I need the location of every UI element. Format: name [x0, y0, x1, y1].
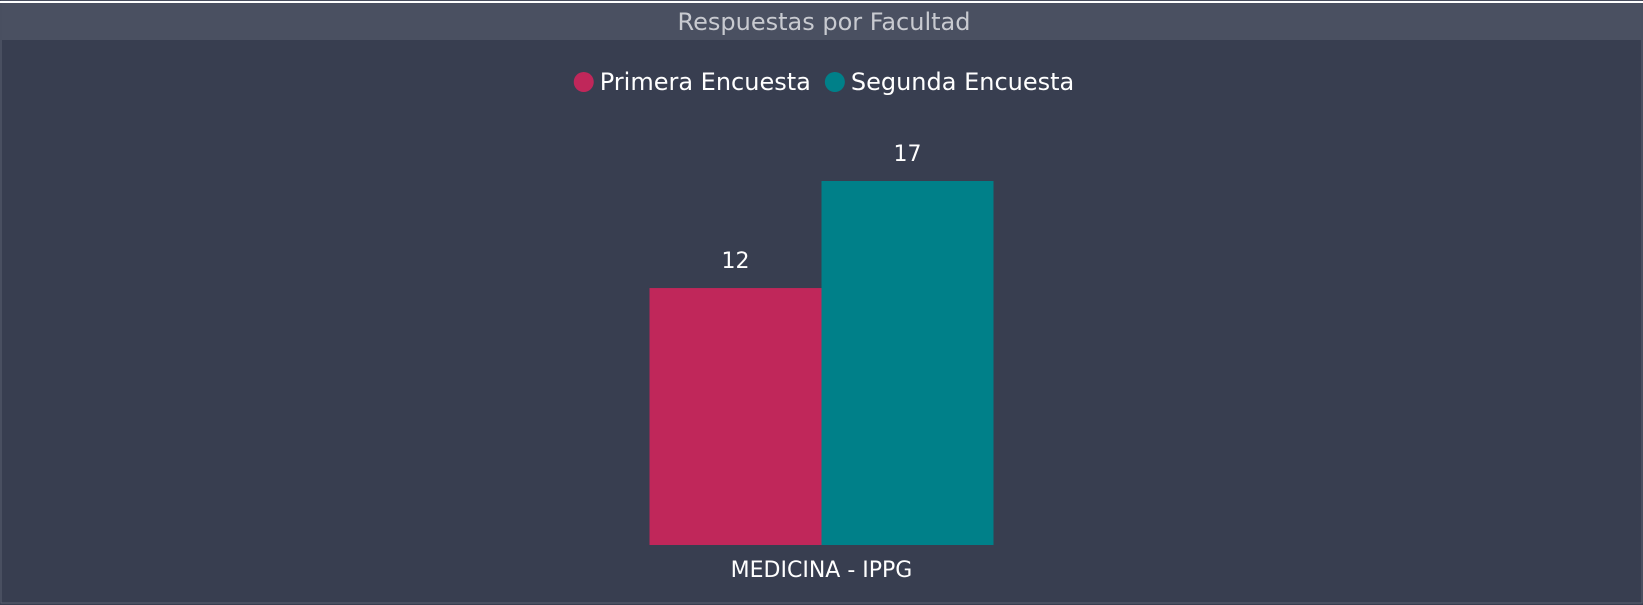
- legend-label: Segunda Encuesta: [851, 68, 1074, 96]
- data-label: 17: [894, 142, 922, 167]
- bar: [821, 181, 994, 545]
- x-tick-label: MEDICINA - IPPG: [731, 558, 913, 583]
- legend-item: Primera Encuesta: [573, 68, 811, 96]
- chart-title: Respuestas por Facultad: [678, 8, 971, 36]
- legend-swatch: [824, 72, 845, 92]
- legend-item: Segunda Encuesta: [824, 68, 1074, 96]
- title-bar: [2, 3, 1641, 40]
- legend-label: Primera Encuesta: [600, 68, 811, 96]
- bar: [649, 288, 822, 545]
- data-label: 12: [722, 249, 750, 274]
- legend-swatch: [573, 72, 594, 92]
